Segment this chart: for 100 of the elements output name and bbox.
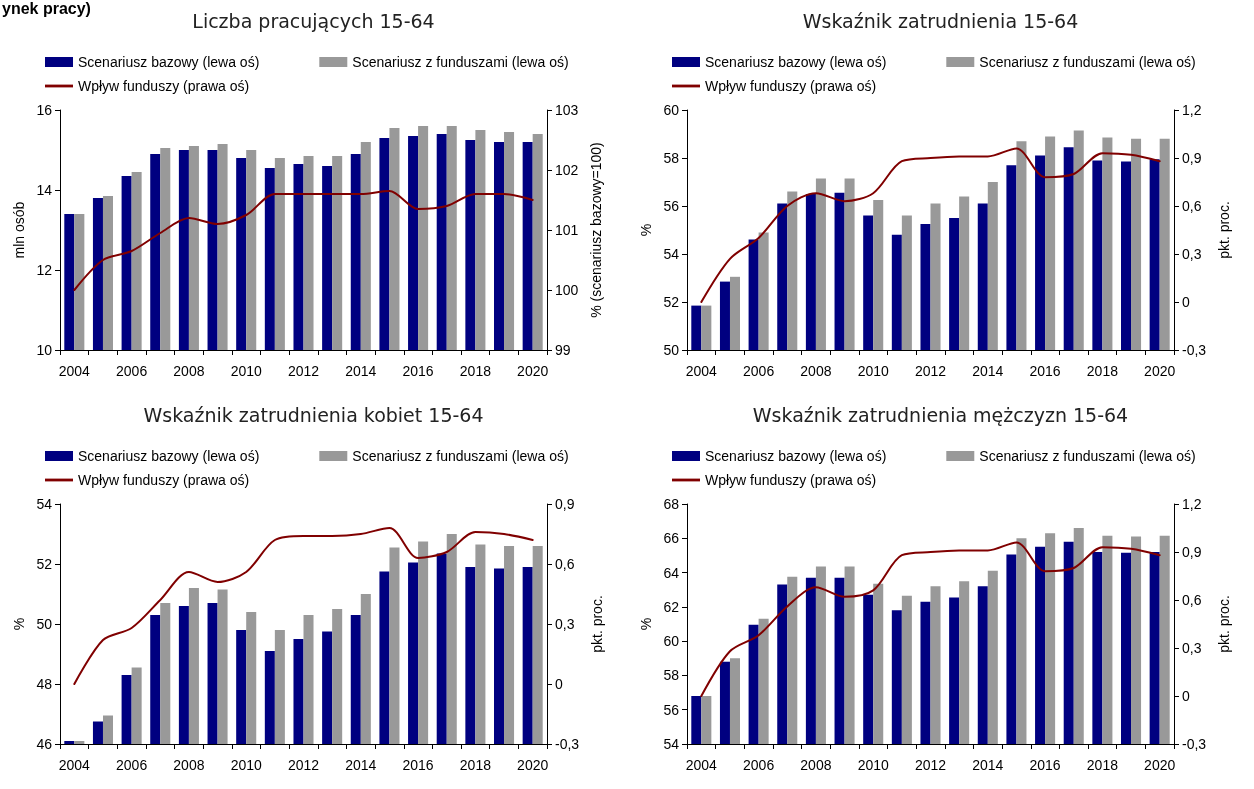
line-series <box>700 147 1161 303</box>
x-tick-label: 2008 <box>800 363 832 379</box>
x-tick-label: 2016 <box>402 757 434 773</box>
chart-title: Wskaźnik zatrudnienia mężczyzn 15-64 <box>752 403 1129 426</box>
legend-label: Wpływ funduszy (prawa oś) <box>78 472 250 488</box>
line-series <box>73 527 534 685</box>
y-tick-label: 50 <box>36 616 53 632</box>
y2-axis-title: % (scenariusz bazowy=100) <box>588 142 605 318</box>
y-tick-label: 50 <box>663 342 680 358</box>
x-tick-label: 2016 <box>402 363 434 379</box>
y-tick-label: 58 <box>663 667 680 684</box>
y-tick-label: 16 <box>36 102 53 118</box>
legend-label: Scenariusz bazowy (lewa oś) <box>705 54 887 70</box>
y2-tick-label: 0 <box>555 676 563 692</box>
y-tick-label: 56 <box>663 701 680 718</box>
y-axis-title: % <box>637 223 654 237</box>
legend-label: Scenariusz z funduszami (lewa oś) <box>352 54 569 70</box>
chart-title: Liczba pracujących 15-64 <box>192 9 435 32</box>
x-tick-label: 2020 <box>517 757 549 773</box>
x-tick-label: 2018 <box>1086 363 1119 379</box>
y-tick-label: 10 <box>36 342 53 358</box>
y-tick-label: 62 <box>663 598 680 615</box>
y2-tick-label: 0 <box>1182 294 1190 310</box>
x-tick-label: 2006 <box>116 757 148 773</box>
y2-tick-label: 99 <box>555 342 571 358</box>
y2-tick-label: 103 <box>555 102 579 118</box>
y-tick-label: 54 <box>36 496 53 512</box>
x-tick-label: 2010 <box>857 757 889 773</box>
line-series <box>700 541 1161 697</box>
x-tick-label: 2006 <box>743 757 775 773</box>
line-series <box>73 190 534 291</box>
x-tick-label: 2010 <box>230 363 262 379</box>
legend-label: Scenariusz bazowy (lewa oś) <box>78 54 260 70</box>
y2-tick-label: 102 <box>555 162 579 178</box>
y-axis-title: % <box>637 617 654 631</box>
x-tick-label: 2012 <box>287 363 320 379</box>
y2-tick-label: 0 <box>1182 688 1190 704</box>
x-tick-label: 2004 <box>685 757 718 773</box>
y2-axis-title: pkt. proc. <box>1216 595 1233 653</box>
y-axis-title: % <box>10 617 27 631</box>
x-tick-label: 2004 <box>58 757 91 773</box>
x-tick-label: 2018 <box>459 363 492 379</box>
y-tick-label: 52 <box>36 556 53 572</box>
y-tick-label: 46 <box>36 736 53 752</box>
chart-title: Wskaźnik zatrudnienia kobiet 15-64 <box>143 403 484 426</box>
x-tick-label: 2004 <box>58 363 91 379</box>
y-tick-label: 54 <box>663 246 680 262</box>
y-tick-label: 12 <box>36 262 53 278</box>
legend-label: Wpływ funduszy (prawa oś) <box>705 472 877 488</box>
x-tick-label: 2006 <box>116 363 148 379</box>
y2-tick-label: 0,6 <box>555 556 575 572</box>
y2-tick-label: 1,2 <box>1182 102 1202 118</box>
y-axis-title: mln osób <box>10 201 27 259</box>
x-tick-label: 2012 <box>287 757 320 773</box>
legend-label: Wpływ funduszy (prawa oś) <box>705 78 877 94</box>
y-tick-label: 64 <box>663 564 680 581</box>
y-tick-label: 52 <box>663 294 680 310</box>
x-tick-label: 2010 <box>857 363 889 379</box>
x-tick-label: 2008 <box>173 363 205 379</box>
y2-tick-label: 0,3 <box>1182 640 1202 656</box>
y2-axis-title: pkt. proc. <box>1216 201 1233 259</box>
x-tick-label: 2020 <box>517 363 549 379</box>
y-tick-label: 60 <box>663 102 680 118</box>
chart-title: Wskaźnik zatrudnienia 15-64 <box>802 9 1079 32</box>
y2-tick-label: 101 <box>555 222 579 238</box>
y2-tick-label: -0,3 <box>555 736 580 752</box>
x-tick-label: 2004 <box>685 363 718 379</box>
legend-label: Scenariusz z funduszami (lewa oś) <box>979 448 1196 464</box>
x-tick-label: 2008 <box>173 757 205 773</box>
y2-tick-label: 0,6 <box>1182 592 1202 608</box>
y-tick-label: 68 <box>663 496 680 512</box>
x-tick-label: 2014 <box>972 363 1004 379</box>
y-tick-label: 58 <box>663 150 680 166</box>
y2-tick-label: 0,9 <box>555 496 575 512</box>
y2-tick-label: 0,3 <box>1182 246 1202 262</box>
y-tick-label: 54 <box>663 736 680 752</box>
y-tick-label: 48 <box>36 676 53 692</box>
legend-label: Wpływ funduszy (prawa oś) <box>78 78 250 94</box>
y2-tick-label: 0,9 <box>1182 150 1202 166</box>
x-tick-label: 2008 <box>800 757 832 773</box>
x-tick-label: 2020 <box>1144 757 1176 773</box>
text: ynek pracy) <box>2 0 91 17</box>
x-tick-label: 2020 <box>1144 363 1176 379</box>
legend-label: Scenariusz z funduszami (lewa oś) <box>979 54 1196 70</box>
y2-tick-label: -0,3 <box>1182 736 1207 752</box>
y2-tick-label: -0,3 <box>1182 342 1207 358</box>
y-tick-label: 14 <box>36 182 53 198</box>
y2-tick-label: 100 <box>555 282 579 298</box>
x-tick-label: 2016 <box>1029 757 1061 773</box>
y-tick-label: 66 <box>663 530 680 547</box>
y2-tick-label: 0,6 <box>1182 198 1202 214</box>
x-tick-label: 2012 <box>914 363 947 379</box>
legend-label: Scenariusz z funduszami (lewa oś) <box>352 448 569 464</box>
x-tick-label: 2010 <box>230 757 262 773</box>
x-tick-label: 2014 <box>972 757 1004 773</box>
legend-label: Scenariusz bazowy (lewa oś) <box>78 448 260 464</box>
x-tick-label: 2018 <box>459 757 492 773</box>
y-tick-label: 60 <box>663 633 680 650</box>
x-tick-label: 2014 <box>345 757 377 773</box>
y2-tick-label: 1,2 <box>1182 496 1202 512</box>
